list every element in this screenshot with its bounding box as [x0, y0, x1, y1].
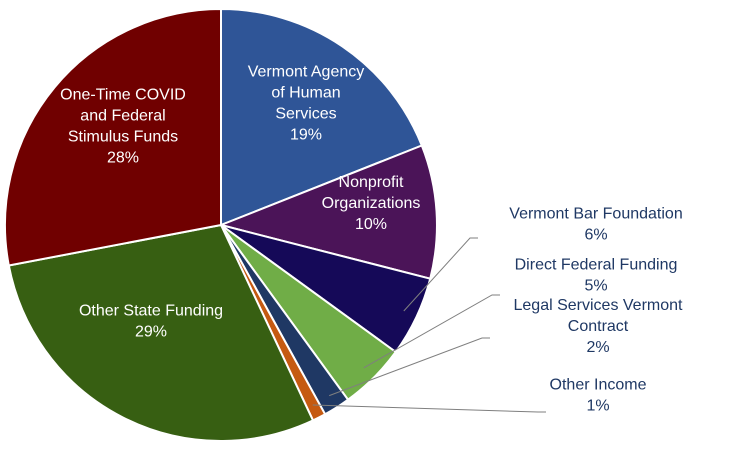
leader-lines: [312, 237, 546, 413]
slice-name-line: Other State Funding: [79, 303, 223, 320]
slice-percent: 19%: [290, 127, 322, 144]
slice-label: Vermont Agency of Human Services 19%: [248, 64, 365, 144]
pie-slice: [7, 223, 315, 442]
slice-name-line: Vermont Agency: [248, 64, 365, 81]
pie-slices: [4, 7, 438, 442]
slice-percent: 6%: [584, 227, 607, 244]
slice-percent: 2%: [586, 339, 609, 356]
slice-percent: 5%: [584, 278, 607, 295]
slice-name-line: Legal Services Vermont: [514, 297, 684, 314]
leader-line: [329, 337, 490, 397]
slice-labels: Vermont Agency of Human Services 19% Nonprof…: [60, 64, 683, 415]
slice-label: Legal Services Vermont Contract 2%: [514, 297, 684, 356]
slice-name-line: Vermont Bar Foundation: [509, 206, 682, 223]
pie-slice: [217, 144, 438, 280]
slice-name-line: Stimulus Funds: [68, 129, 178, 146]
slice-name-line: Services: [275, 106, 336, 123]
slice-name-line: Nonprofit: [339, 174, 404, 191]
slice-name-line: of Human: [271, 85, 340, 102]
slice-name-line: One-Time COVID: [60, 87, 186, 104]
slice-label: One-Time COVID and Federal Stimulus Funds 2…: [60, 87, 186, 167]
leader-line: [312, 404, 546, 413]
slice-name-line: Organizations: [322, 195, 421, 212]
slice-label: Other Income 1%: [550, 377, 647, 415]
slice-name-line: and Federal: [80, 108, 165, 125]
slice-label: Vermont Bar Foundation 6%: [509, 206, 682, 244]
pie-slice: [220, 7, 424, 227]
slice-percent: 29%: [135, 324, 167, 341]
slice-name-line: Contract: [568, 318, 629, 335]
slice-label: Direct Federal Funding 5%: [515, 257, 678, 295]
leader-line: [363, 294, 500, 369]
slice-percent: 10%: [355, 216, 387, 233]
slice-label: Nonprofit Organizations 10%: [322, 174, 421, 233]
slice-name-line: Other Income: [550, 377, 647, 394]
pie-slice: [4, 7, 222, 267]
slice-percent: 1%: [586, 398, 609, 415]
leader-line: [403, 237, 478, 312]
slice-name-line: Direct Federal Funding: [515, 257, 678, 274]
slice-percent: 28%: [107, 150, 139, 167]
slice-label: Other State Funding 29%: [79, 303, 223, 341]
